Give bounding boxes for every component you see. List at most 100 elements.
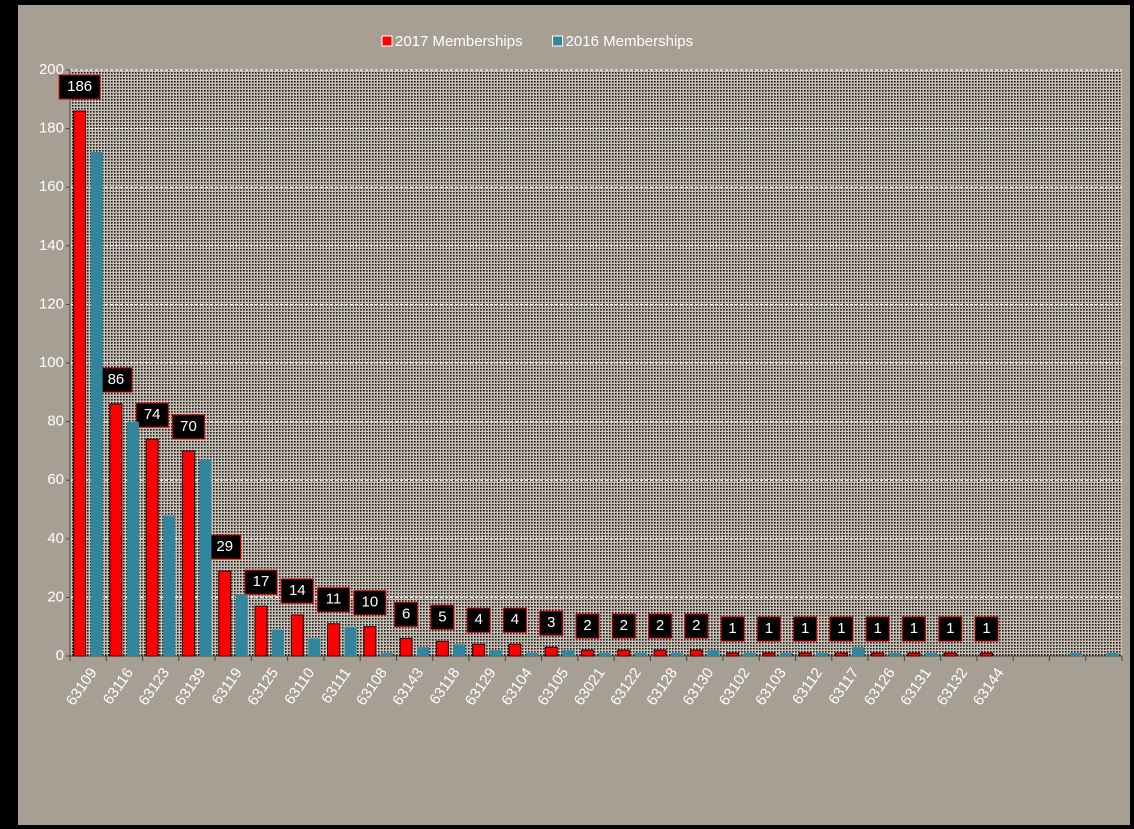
bar	[888, 653, 901, 656]
bar	[525, 653, 538, 656]
bar	[163, 515, 176, 656]
legend-label: 2016 Memberships	[566, 33, 694, 50]
data-label-box	[793, 616, 818, 642]
data-label-box	[430, 604, 455, 630]
bar	[852, 647, 865, 656]
bar	[617, 649, 631, 657]
bar	[689, 649, 703, 657]
y-tick-label: 100	[39, 354, 64, 371]
bar	[435, 640, 449, 657]
bar	[671, 653, 684, 656]
data-label-box	[394, 601, 419, 627]
data-label-box	[611, 613, 636, 639]
data-label-box	[575, 613, 600, 639]
y-tick-label: 140	[39, 237, 64, 254]
data-label: 1	[837, 620, 845, 637]
data-label-box	[901, 616, 926, 642]
bar	[726, 652, 740, 657]
data-label: 17	[253, 573, 270, 590]
bar	[290, 614, 304, 657]
data-label-box	[974, 616, 999, 642]
y-tick-label: 60	[47, 471, 64, 488]
bar	[871, 652, 885, 657]
data-label-box	[99, 367, 133, 393]
bar	[126, 421, 139, 656]
data-label-box	[938, 616, 963, 642]
bar	[924, 653, 937, 656]
data-label: 74	[144, 406, 161, 423]
bar	[145, 438, 159, 657]
bar	[327, 623, 341, 657]
data-label-box	[539, 610, 564, 636]
bar	[634, 653, 647, 656]
data-label-box	[756, 616, 781, 642]
data-label: 4	[475, 611, 483, 628]
bar	[363, 626, 377, 657]
data-label: 2	[692, 617, 700, 634]
data-label-box	[865, 616, 890, 642]
bar	[90, 152, 103, 657]
data-label: 4	[511, 611, 519, 628]
bar	[508, 643, 522, 657]
data-label-box	[317, 587, 351, 613]
y-tick-label: 0	[56, 647, 64, 664]
bar	[235, 594, 248, 656]
y-tick-label: 200	[39, 61, 64, 78]
data-label: 186	[67, 78, 92, 95]
bar	[254, 605, 268, 657]
data-label: 1	[874, 620, 882, 637]
bar	[544, 646, 558, 657]
bar	[73, 110, 87, 657]
bar	[181, 450, 195, 657]
legend-label: 2017 Memberships	[395, 33, 523, 50]
bar	[272, 629, 285, 656]
data-label: 1	[765, 620, 773, 637]
bar	[834, 652, 848, 657]
bar	[308, 638, 321, 656]
data-label: 70	[180, 418, 197, 435]
y-tick-label: 80	[47, 413, 64, 430]
y-tick-label: 20	[47, 588, 64, 605]
bar	[1070, 653, 1083, 656]
data-label: 3	[547, 614, 555, 631]
data-label: 2	[620, 617, 628, 634]
data-label-box	[829, 616, 854, 642]
data-label: 5	[438, 608, 446, 625]
y-tick-label: 40	[47, 530, 64, 547]
bar	[453, 644, 466, 656]
data-label-box	[280, 578, 314, 604]
bar	[109, 403, 123, 657]
data-label: 1	[910, 620, 918, 637]
data-label-box	[58, 74, 101, 100]
data-label: 1	[982, 620, 990, 637]
bar	[472, 643, 486, 657]
y-tick-label: 180	[39, 120, 64, 137]
bar	[743, 653, 756, 656]
bar	[598, 653, 611, 656]
data-label-box	[353, 590, 387, 616]
bar	[707, 650, 720, 656]
data-label: 2	[656, 617, 664, 634]
data-label-box	[171, 414, 205, 440]
bar	[798, 652, 812, 657]
bar	[816, 653, 829, 656]
bar	[980, 652, 994, 657]
data-label: 2	[583, 617, 591, 634]
bar	[218, 570, 232, 657]
bar	[943, 652, 957, 657]
bar	[779, 653, 792, 656]
legend: 2017 Memberships 2016 Memberships	[381, 33, 694, 50]
data-label: 11	[326, 591, 342, 608]
bar	[762, 652, 776, 657]
bar	[1106, 653, 1119, 656]
bar	[417, 647, 430, 656]
data-label: 1	[946, 620, 954, 637]
data-label-box	[720, 616, 745, 642]
data-label: 10	[362, 594, 379, 611]
legend-swatch	[381, 35, 393, 47]
legend-swatch	[552, 35, 564, 47]
data-label: 6	[402, 605, 410, 622]
bar	[653, 649, 667, 657]
bar	[581, 649, 594, 657]
